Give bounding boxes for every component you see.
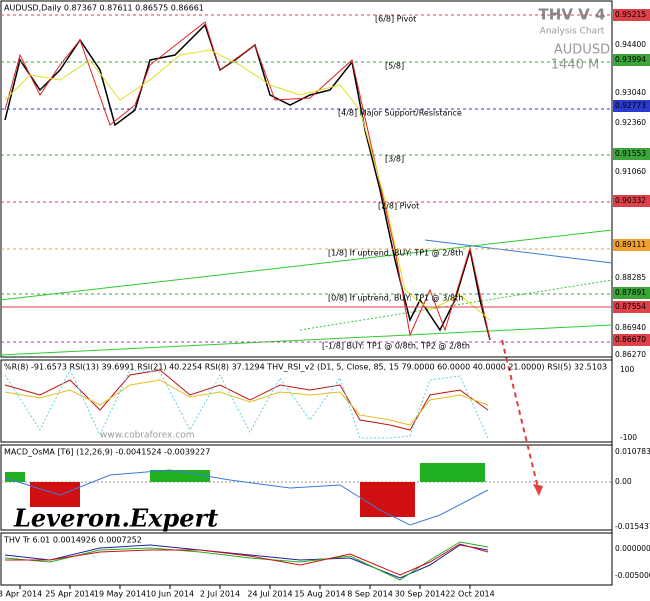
forecast-arrow [501, 339, 539, 489]
level-label: [3/8] [385, 155, 404, 164]
date-label: 8 Sep 2014 [347, 590, 393, 599]
date-label: 30 Sep 2014 [395, 590, 446, 599]
brand-timeframe: 1440 M [551, 58, 599, 73]
date-label: 19 May 2014 [94, 590, 146, 599]
histogram-block [5, 472, 25, 482]
rsi-line [4, 369, 489, 431]
rsi-line [4, 379, 489, 426]
macd-header: MACD_OsMA [T6] (12,26,9) -0.0041524 -0.0… [4, 448, 210, 457]
macd-tick: 0.010783 [615, 447, 650, 456]
trend-tick: 0.000000 [615, 544, 650, 553]
date-label: 24 Jul 2014 [247, 590, 292, 599]
trend-line [299, 279, 613, 331]
brand-subtitle: Analysis Chart [540, 27, 605, 37]
price-box [613, 100, 650, 112]
price-box [613, 9, 650, 21]
price-line [4, 23, 491, 341]
price-tick: 0.86940 [615, 323, 646, 332]
price-tick: 0.86270 [615, 350, 646, 359]
level-label: [6/8] Pivot [375, 15, 416, 24]
price-box-label: 0.93994 [615, 55, 646, 64]
date-label: 15 Aug 2014 [294, 590, 345, 599]
date-label: 2 Jul 2014 [200, 590, 240, 599]
price-box [613, 148, 650, 160]
price-tick: 0.92360 [615, 118, 646, 127]
date-label: 3 Apr 2014 [0, 590, 42, 599]
chart-header: AUDUSD,Daily 0.87367 0.87611 0.86575 0.8… [4, 4, 204, 13]
trend-line [0, 324, 613, 356]
price-box [613, 195, 650, 207]
level-label: [5/8] [385, 62, 404, 71]
price-box-label: 0.87554 [615, 302, 646, 311]
price-box-label: 0.89111 [615, 240, 646, 249]
macd-tick: -0.015437 [615, 522, 650, 531]
trend-line [5, 543, 489, 576]
level-label: [0/8] If uptrend, BUY: TP1 @ 3/8th [328, 294, 463, 303]
trend-tick: -0.005000 [615, 571, 650, 580]
price-box-label: 0.90332 [615, 196, 646, 205]
trend-line [0, 229, 613, 301]
ma-line [4, 49, 491, 321]
williams-line [4, 368, 489, 439]
level-label: [2/8] Pivot [378, 202, 419, 211]
rsi-tick: -100 [620, 433, 637, 442]
trend-line [4, 544, 489, 579]
arrow-head [533, 484, 543, 496]
histogram-block [30, 482, 80, 507]
price-tick: 0.93040 [615, 88, 646, 97]
level-label: [-1/8] BUY: TP1 @ 0/8th, TP2 @ 2/8th [322, 342, 470, 351]
price-box-label: 0.91553 [615, 149, 646, 158]
level-label: [4/8] Major Support/Resistance [338, 109, 462, 118]
level-label: [1/8] If uptrend, BUY: TP1 @ 2/8th [328, 249, 463, 258]
histogram-block [420, 463, 485, 482]
brand-symbol: AUDUSD [554, 43, 610, 58]
price-tick: 0.88285 [615, 273, 646, 282]
price-box [613, 301, 650, 313]
histogram-block [360, 482, 415, 517]
watermark: www.cobraforex.com [100, 431, 194, 441]
date-label: 10 Jun 2014 [146, 590, 194, 599]
price-tick: 0.94400 [615, 40, 646, 49]
price-box [613, 54, 650, 66]
trend-header: THV Tr 6.01 0.0014926 0.0007252 [3, 536, 142, 545]
logo: Leveron.Expert [13, 504, 218, 533]
rsi-header: %R(8) -91.6573 RSI(13) 39.6991 RSI(21) 4… [4, 363, 607, 372]
date-label: 22 Oct 2014 [445, 590, 494, 599]
rsi-tick: 100 [620, 365, 635, 374]
histogram-block [150, 470, 210, 482]
price-box [613, 239, 650, 251]
price-tick: 0.91060 [615, 167, 646, 176]
price-box-label: 0.95215 [615, 10, 646, 19]
macd-tick: 0.00 [615, 477, 632, 486]
price-box [613, 334, 650, 346]
price-box-label: 0.87891 [615, 288, 646, 297]
date-label: 25 Apr 2014 [45, 590, 94, 599]
price-box-label: 0.86670 [615, 335, 646, 344]
signal-line [4, 469, 489, 526]
trend-line [424, 239, 613, 264]
price-box-label: 0.92773 [615, 101, 646, 110]
price-box [613, 287, 650, 299]
